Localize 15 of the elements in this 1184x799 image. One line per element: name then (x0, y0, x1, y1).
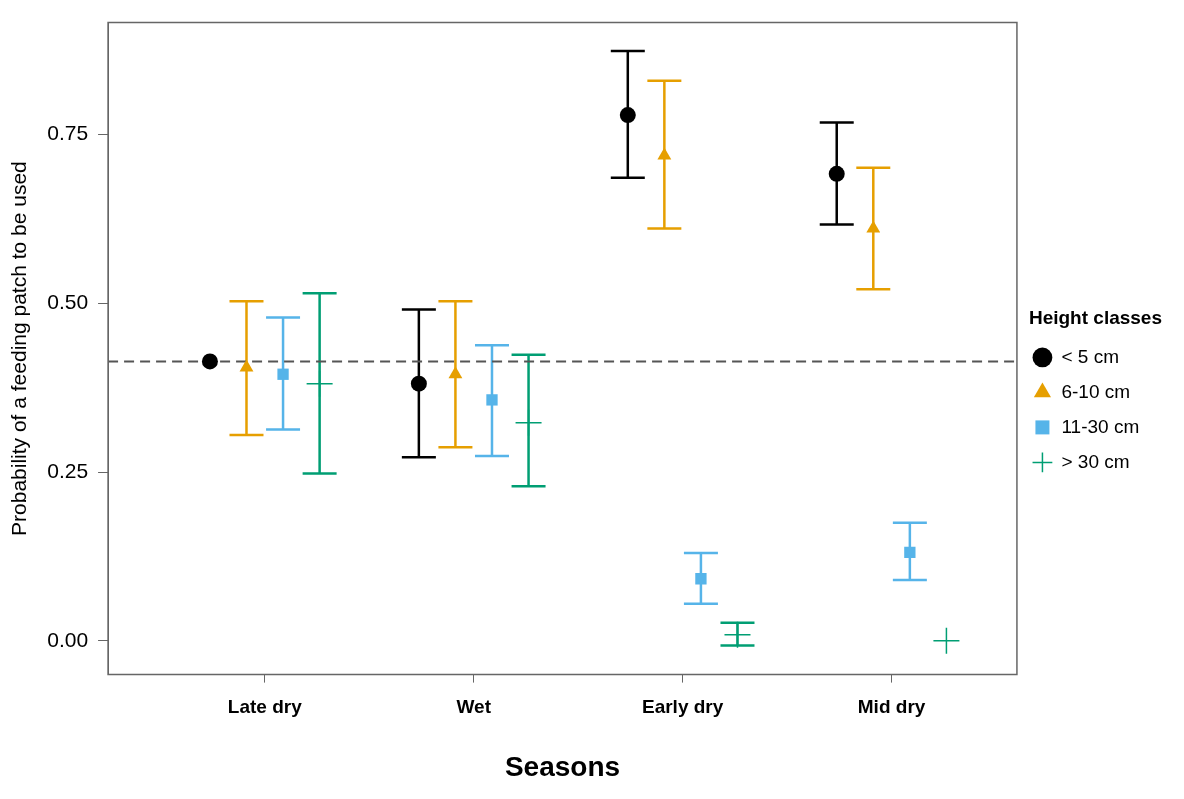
legend-label: > 30 cm (1061, 450, 1130, 472)
x-tick-label: Late dry (227, 696, 303, 718)
x-tick-label: Wet (456, 696, 492, 718)
legend-label: 11-30 cm (1061, 415, 1140, 437)
x-tick-label: Mid dry (857, 696, 926, 718)
x-tick-label: Early dry (641, 696, 724, 718)
y-tick-label: 0.25 (47, 458, 89, 482)
y-tick-label: 0.75 (47, 121, 89, 145)
legend-label: < 5 cm (1061, 345, 1119, 367)
y-axis-title: Probability of a feeding patch to be used (7, 161, 31, 536)
legend-title: Height classes (1028, 306, 1163, 328)
y-tick-label: 0.00 (47, 627, 89, 651)
legend-label: 6-10 cm (1061, 380, 1131, 402)
y-tick-label: 0.50 (47, 290, 89, 314)
x-axis-title: Seasons (504, 750, 621, 782)
